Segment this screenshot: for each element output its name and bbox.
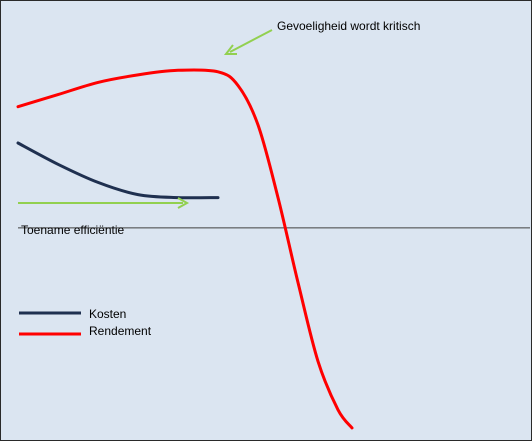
legend: Kosten Rendement [19, 307, 152, 338]
legend-label-kosten: Kosten [89, 307, 126, 321]
sensitivity-arrow [223, 29, 273, 55]
efficiency-arrow [18, 197, 190, 209]
series-line-rendement [16, 68, 354, 430]
series-line-kosten [16, 141, 220, 200]
legend-label-rendement: Rendement [89, 324, 152, 338]
sensitivity-annotation: Gevoeligheid wordt kritisch [277, 19, 420, 33]
efficiency-annotation: Toename efficiëntie [21, 223, 125, 237]
